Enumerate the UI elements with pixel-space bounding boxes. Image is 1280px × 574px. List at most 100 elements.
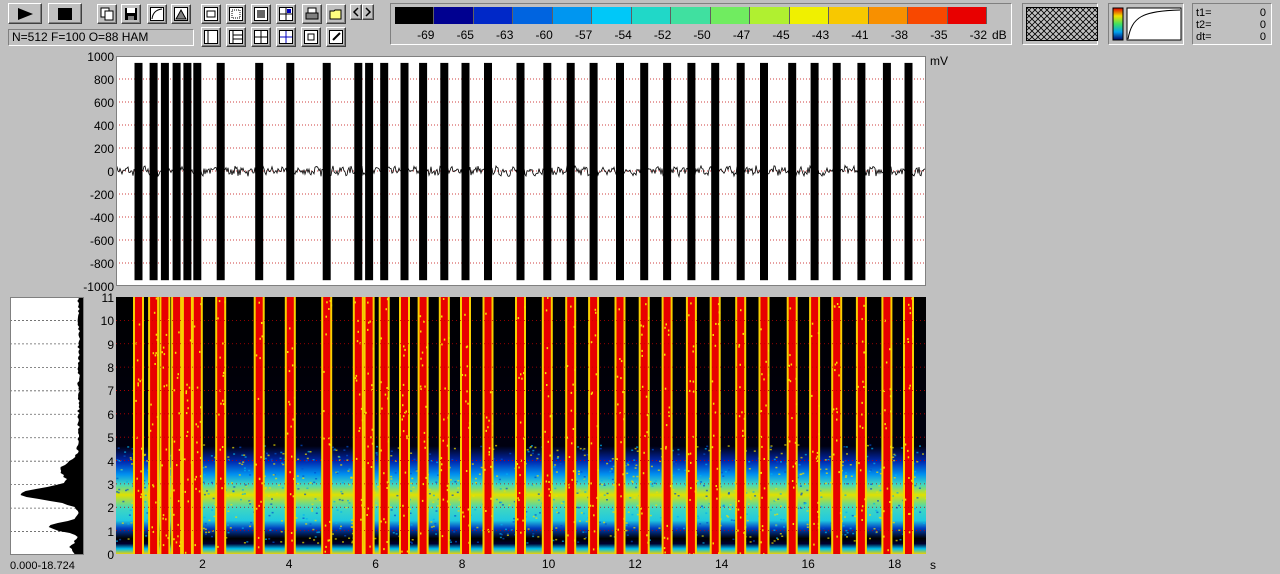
edit-button[interactable] — [326, 27, 346, 47]
spectrogram-burst-speckle — [795, 377, 797, 380]
scroll-right-button[interactable] — [362, 4, 374, 20]
spectrogram-speckle — [207, 493, 210, 495]
play-button[interactable] — [8, 3, 42, 24]
spectrogram-speckle — [534, 476, 537, 479]
spectrogram-x-tick-label: 2 — [199, 557, 206, 571]
spectrogram-burst-speckle — [738, 344, 741, 346]
spectrogram-burst-speckle — [646, 414, 649, 417]
spectrum-profile[interactable] — [10, 297, 84, 555]
spectrogram-burst-speckle — [545, 480, 548, 483]
spectrogram-burst-speckle — [760, 410, 763, 413]
spectrogram-speckle — [204, 533, 207, 535]
spectrogram-burst-speckle — [519, 421, 522, 424]
spectrogram-speckle — [121, 522, 124, 524]
spectrogram-burst-speckle — [325, 315, 327, 318]
frame-button[interactable] — [201, 4, 221, 24]
spectrogram-burst-speckle — [440, 457, 443, 460]
spectrogram-burst-speckle — [490, 497, 492, 500]
spectrogram-speckle — [394, 460, 397, 462]
waveform-burst — [255, 62, 264, 281]
spectrogram-speckle — [554, 487, 557, 490]
spectrogram-speckle — [229, 527, 232, 529]
spectrogram-speckle — [281, 487, 284, 489]
cross-grid-button[interactable] — [251, 27, 271, 47]
spectrogram-speckle — [130, 521, 133, 523]
spectrogram-y-axis: 11 10 9 8 7 6 5 4 3 2 1 0 — [88, 291, 114, 562]
window-button[interactable] — [201, 27, 221, 47]
frame-small-button[interactable] — [301, 27, 321, 47]
spectrogram-speckle — [650, 465, 653, 468]
spectrogram-speckle — [117, 447, 120, 449]
color-scale-tick-label: -32 — [969, 28, 987, 42]
filmstrip-button[interactable] — [226, 4, 246, 24]
spectrogram-burst-speckle — [521, 377, 523, 380]
spectrogram-burst-speckle — [420, 330, 422, 333]
spectrogram-burst — [543, 297, 551, 554]
spectrogram-burst-speckle — [665, 424, 668, 427]
spectrogram-burst-speckle — [665, 447, 667, 450]
spectrogram-speckle — [411, 539, 414, 541]
spectrogram-burst-speckle — [812, 450, 814, 453]
spectrogram-speckle — [660, 448, 663, 450]
spectrogram-speckle — [390, 450, 393, 452]
spectrogram-speckle — [676, 516, 679, 518]
spectrogram-speckle — [578, 520, 581, 522]
spectrogram-burst — [462, 297, 469, 554]
open-button[interactable] — [326, 4, 346, 24]
spectrogram-burst-speckle — [165, 518, 167, 521]
spectrogram-burst-speckle — [574, 539, 576, 542]
spectrogram-speckle — [611, 458, 614, 460]
spectrogram-speckle — [609, 460, 612, 462]
spectrogram-burst-speckle — [421, 499, 424, 502]
spectrogram-speckle — [892, 521, 895, 524]
list-button[interactable] — [226, 27, 246, 47]
spectrogram-burst-speckle — [162, 514, 165, 517]
spectrogram-speckle — [845, 511, 848, 514]
spectrogram-speckle — [537, 499, 540, 501]
spectrogram-speckle — [143, 486, 146, 489]
spectrogram-burst-speckle — [360, 498, 363, 501]
spectrogram-speckle — [396, 494, 399, 497]
spectrogram-speckle — [556, 457, 559, 459]
spectrogram-plot[interactable] — [116, 297, 926, 554]
print-button[interactable] — [302, 4, 322, 24]
spectrogram-burst-speckle — [667, 329, 670, 332]
spectrogram-speckle — [922, 453, 924, 455]
copy-button[interactable] — [97, 4, 117, 24]
spectrogram-burst-speckle — [622, 473, 624, 476]
spectrogram-burst-speckle — [328, 437, 330, 440]
spectrogram-speckle — [576, 506, 579, 509]
spectrogram-speckle — [311, 510, 314, 512]
waveform-plot[interactable] — [116, 56, 926, 286]
spectrogram-burst-speckle — [156, 338, 158, 341]
spectrogram-speckle — [612, 484, 615, 486]
palette-curve-panel[interactable] — [1108, 3, 1184, 45]
spectrogram-burst-speckle — [836, 535, 838, 538]
spectrogram-burst-speckle — [291, 364, 294, 367]
spectrogram-burst-speckle — [794, 441, 797, 444]
spectrogram-speckle — [914, 470, 917, 473]
spectrogram-burst-speckle — [737, 529, 739, 532]
spectrogram-x-tick-label: 6 — [372, 557, 379, 571]
spectrogram-speckle — [534, 465, 537, 467]
save-button[interactable] — [121, 4, 141, 24]
spectrogram-burst-speckle — [863, 386, 865, 388]
spectrogram-burst-speckle — [518, 376, 520, 379]
spectrogram-burst-speckle — [549, 415, 552, 418]
spectrogram-burst-speckle — [165, 384, 168, 387]
cursor-grid-button[interactable] — [276, 27, 296, 47]
spectrogram-burst — [354, 297, 362, 554]
spectrogram-speckle — [206, 490, 208, 492]
triangle-view-button[interactable] — [171, 4, 191, 24]
waveform-y-tick-label: 1000 — [87, 50, 114, 64]
spectrogram-burst-speckle — [547, 395, 550, 398]
palette-pattern-panel[interactable] — [1022, 3, 1098, 45]
spectrogram-speckle — [659, 517, 662, 519]
curve-view-button[interactable] — [147, 4, 167, 24]
stop-button[interactable] — [48, 3, 82, 24]
zoom-grid-button[interactable] — [276, 4, 296, 24]
spectrogram-burst-speckle — [354, 301, 356, 304]
scroll-left-button[interactable] — [350, 4, 362, 20]
spectrogram-burst-speckle — [177, 500, 180, 503]
select-area-button[interactable] — [251, 4, 271, 24]
